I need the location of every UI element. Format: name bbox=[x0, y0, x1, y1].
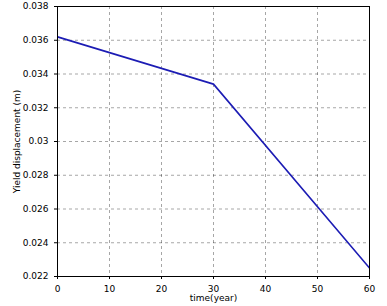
svg-text:30: 30 bbox=[207, 283, 220, 294]
svg-text:10: 10 bbox=[104, 284, 116, 294]
svg-text:60: 60 bbox=[364, 284, 376, 294]
svg-text:0.024: 0.024 bbox=[23, 238, 49, 248]
svg-text:0.028: 0.028 bbox=[23, 170, 49, 180]
svg-text:0.032: 0.032 bbox=[23, 103, 49, 113]
svg-text:time(year): time(year) bbox=[190, 293, 237, 303]
svg-text:0.026: 0.026 bbox=[23, 204, 49, 214]
svg-text:40: 40 bbox=[260, 284, 272, 294]
svg-text:20: 20 bbox=[156, 284, 168, 294]
svg-text:0.036: 0.036 bbox=[23, 35, 49, 45]
svg-text:0.034: 0.034 bbox=[23, 69, 49, 79]
svg-text:0: 0 bbox=[55, 284, 61, 294]
svg-text:0.038: 0.038 bbox=[23, 1, 49, 11]
svg-text:50: 50 bbox=[312, 284, 324, 294]
svg-text:0.03: 0.03 bbox=[28, 136, 48, 146]
svg-text:0.022: 0.022 bbox=[23, 271, 49, 281]
svg-text:Yield displacement (m): Yield displacement (m) bbox=[12, 90, 22, 195]
